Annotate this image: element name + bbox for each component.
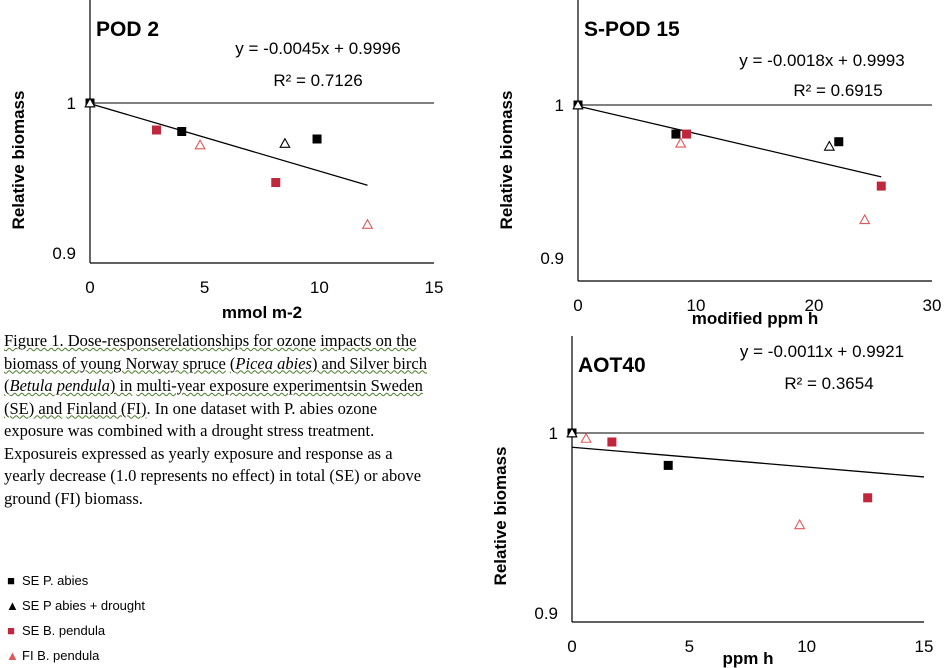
data-point: [863, 493, 873, 503]
legend: ■ SE P. abies ▲ SE P abies + drought ■ SE B…: [6, 568, 145, 668]
legend-label: SE P abies + drought: [22, 598, 145, 613]
trendline: [577, 105, 882, 178]
chart-title: S-POD 15: [584, 18, 680, 41]
data-point: [271, 178, 281, 187]
trendline: [571, 446, 925, 478]
trendline: [89, 102, 368, 186]
triangle-marker-icon: ▲: [6, 648, 19, 663]
chart-2: 0 10 20 30 1 0.9 S-POD 15 y = -0.0018x + 0.9993…: [497, 0, 941, 328]
data-point: [834, 137, 844, 147]
chart-3: 0 5 10 15 1 0.9 AOT40 y = -0.0011x + 0.9921 R² =…: [491, 336, 933, 668]
figure-caption: Figure 1. Dose-responserelationships for…: [4, 330, 432, 510]
caption-line-1: Figure 1. Dose-responserelationships for…: [4, 331, 317, 350]
x-tick-label: 30: [923, 296, 942, 315]
data-point: [859, 213, 871, 225]
legend-item: ■ SE B. pendula: [6, 618, 145, 643]
data-point: [580, 432, 592, 443]
x-tick-label: 0: [573, 296, 582, 315]
caption-paren: (: [229, 353, 236, 373]
data-point: [279, 137, 291, 148]
data-point: [823, 140, 836, 151]
x-tick-label: 10: [797, 637, 816, 656]
y-tick-label: 1: [549, 424, 558, 443]
caption-line-4: multi-year exposure experimentsin Sweden…: [4, 376, 423, 418]
r-squared-label: R² = 0.3654: [784, 374, 873, 393]
r-squared-label: R² = 0.6915: [793, 81, 882, 100]
data-point: [793, 518, 806, 530]
data-point: [572, 99, 584, 110]
data-point: [671, 129, 681, 139]
caption-line-5: Finland (FI): [66, 398, 147, 418]
x-axis-label: modified ppm h: [692, 309, 819, 328]
y-tick-label: 0.9: [540, 249, 564, 268]
y-axis-label: Relative biomass: [9, 91, 28, 230]
data-point: [312, 134, 322, 144]
legend-item: ▲ FI B. pendula: [6, 643, 145, 668]
y-axis-label: Relative biomass: [497, 91, 516, 230]
r-squared-label: R² = 0.7126: [273, 71, 362, 90]
caption-in: ) in: [109, 376, 133, 395]
data-point: [177, 127, 187, 136]
x-axis-label: mmol m-2: [222, 303, 302, 322]
x-tick-label: 15: [915, 637, 934, 656]
x-tick-label: 20: [805, 296, 824, 315]
legend-label: SE B. pendula: [22, 623, 106, 638]
x-tick-label: 0: [567, 637, 576, 656]
legend-item: ■ SE P. abies: [6, 568, 145, 593]
caption-line-2: impacts on the biomass of young Norway s…: [4, 331, 417, 373]
y-tick-label: 1: [67, 94, 76, 113]
caption-species-2: Betula pendula: [9, 376, 110, 395]
x-tick-label: 5: [685, 637, 694, 656]
data-point: [682, 129, 692, 139]
data-point: [663, 460, 673, 470]
trendline-equation: y = -0.0045x + 0.9996: [235, 39, 400, 58]
legend-item: ▲ SE P abies + drought: [6, 593, 145, 618]
triangle-marker-icon: ▲: [6, 598, 19, 613]
y-tick-label: 0.9: [534, 604, 558, 623]
trendline-equation: y = -0.0011x + 0.9921: [740, 342, 904, 361]
chart-title: AOT40: [578, 354, 646, 377]
y-axis-label: Relative biomass: [491, 447, 510, 586]
y-tick-label: 1: [555, 96, 564, 115]
x-tick-label: 5: [200, 278, 209, 297]
x-tick-label: 10: [687, 296, 706, 315]
chart-title: POD 2: [96, 18, 159, 41]
trendline-equation: y = -0.0018x + 0.9993: [739, 51, 904, 70]
x-tick-label: 15: [425, 278, 444, 297]
data-point: [84, 97, 96, 108]
data-point: [876, 181, 886, 191]
data-point: [607, 437, 617, 447]
data-point: [361, 218, 374, 229]
x-tick-label: 0: [85, 278, 94, 297]
caption-connector: ) and Silver birch (: [4, 353, 427, 396]
data-point: [674, 137, 687, 148]
legend-label: FI B. pendula: [22, 648, 100, 663]
data-point: [194, 139, 206, 150]
square-marker-icon: ■: [7, 573, 15, 588]
x-tick-label: 10: [310, 278, 329, 297]
square-marker-icon: ■: [7, 623, 15, 638]
legend-label: SE P. abies: [22, 573, 89, 588]
chart-1: 0 5 10 15 1 0.9 POD 2 y = -0.0045x + 0.9996 R² =…: [9, 0, 443, 322]
caption-species-1: Picea abies: [235, 353, 312, 373]
y-tick-label: 0.9: [52, 244, 76, 263]
data-point: [152, 125, 162, 135]
data-point: [566, 427, 578, 438]
x-axis-label: ppm h: [723, 649, 774, 668]
caption-rest: . In one dataset with P. abies ozone exp…: [4, 398, 422, 508]
